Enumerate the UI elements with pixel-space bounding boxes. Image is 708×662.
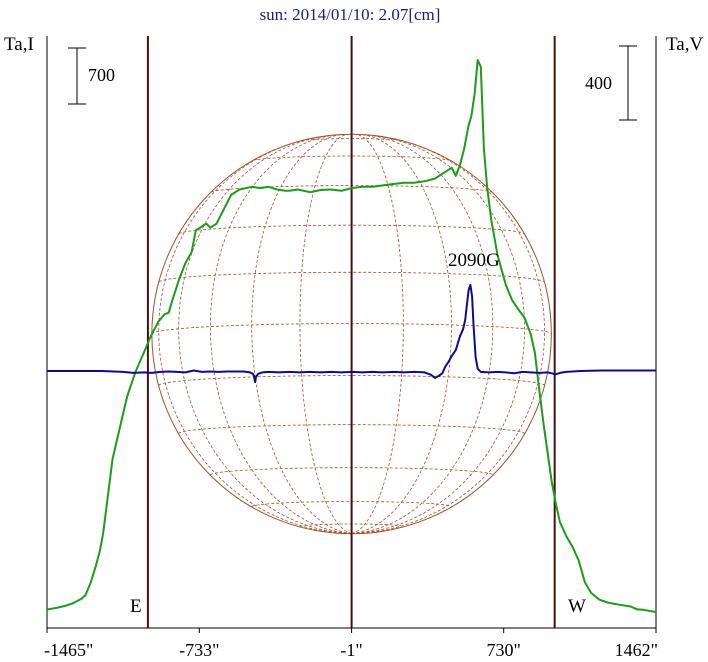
vertical-markers [146, 36, 556, 628]
disk-meridian [158, 138, 352, 534]
disk-parallel [158, 271, 545, 283]
intensity-series-line [46, 59, 657, 613]
left-scale-bar: 700 [68, 47, 115, 105]
x-tick-label: -1465" [44, 640, 93, 660]
disk-meridian [251, 134, 352, 534]
disk-meridian [351, 138, 545, 534]
x-tick-labels: -1465" -733" -1" 730" 1462" [44, 628, 658, 660]
series-layer [46, 59, 657, 613]
left-axis-label: Ta,I [4, 34, 34, 55]
disk-meridian [351, 134, 452, 534]
right-scale-bar: 400 [585, 45, 637, 121]
chart-title: sun: 2014/01/10: 2.07[cm] [260, 5, 441, 24]
disk-parallel [158, 375, 545, 386]
disk-meridian [351, 134, 404, 534]
disk-meridian [299, 134, 352, 534]
x-tick-label: 730" [487, 640, 521, 660]
polarization-series-line [47, 284, 656, 384]
limb-label-east: E [130, 596, 142, 617]
right-scale-bar-value: 400 [585, 73, 612, 93]
x-tick-label: -733" [179, 640, 219, 660]
disk-meridian [209, 134, 352, 534]
disk-meridian [351, 134, 494, 534]
disk-parallel [252, 155, 451, 161]
disk-meridian [178, 135, 352, 534]
x-tick-label: 1462" [615, 640, 658, 660]
x-tick-label: -1" [340, 640, 362, 660]
right-axis-label: Ta,V [666, 34, 703, 55]
disk-meridian [351, 135, 526, 534]
annotation-2090g: 2090G [448, 250, 500, 271]
disk-parallel [178, 224, 525, 235]
limb-label-west: W [568, 596, 586, 617]
left-scale-bar-value: 700 [88, 65, 115, 85]
